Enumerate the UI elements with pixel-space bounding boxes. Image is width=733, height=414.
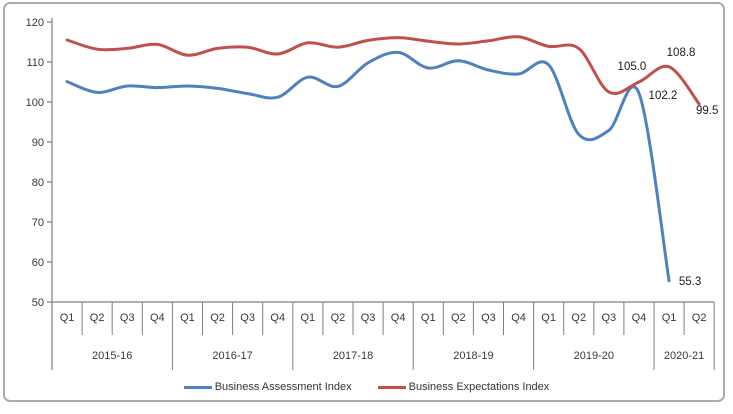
quarter-label: Q1 [421, 312, 436, 324]
legend-line-swatch [183, 385, 212, 389]
y-axis-tick-label: 90 [32, 137, 44, 149]
quarter-label: Q2 [331, 312, 346, 324]
y-axis-tick-label: 60 [32, 257, 44, 269]
quarter-label: Q2 [210, 312, 225, 324]
quarter-label: Q1 [541, 312, 556, 324]
quarter-label: Q4 [391, 312, 406, 324]
data-point-label: 105.0 [618, 61, 647, 73]
legend-label: Business Expectations Index [408, 381, 550, 393]
quarter-label: Q1 [180, 312, 195, 324]
quarter-label: Q4 [511, 312, 526, 324]
legend: Business Assessment Index Business Expect… [0, 381, 733, 393]
chart-frame [3, 2, 725, 402]
quarter-label: Q4 [632, 312, 647, 324]
year-group-label: 2015-16 [92, 350, 132, 362]
y-axis-tick-label: 110 [26, 57, 44, 69]
data-point-label: 108.8 [667, 47, 696, 59]
legend-line-swatch [377, 385, 406, 389]
quarter-label: Q4 [270, 312, 285, 324]
legend-item-business-expectations-index: Business Expectations Index [377, 381, 550, 393]
data-point-label: 55.3 [679, 276, 701, 288]
quarter-label: Q2 [451, 312, 466, 324]
year-group-label: 2018-19 [453, 350, 493, 362]
quarter-label: Q3 [120, 312, 135, 324]
quarter-label: Q1 [301, 312, 316, 324]
year-group-label: 2017-18 [333, 350, 373, 362]
y-axis-tick-label: 70 [32, 217, 44, 229]
quarter-label: Q4 [150, 312, 165, 324]
year-group-label: 2020-21 [664, 350, 704, 362]
quarter-label: Q3 [602, 312, 617, 324]
series-line-business-assessment-index [65, 50, 671, 283]
legend-item-business-assessment-index: Business Assessment Index [183, 381, 352, 393]
quarter-label: Q3 [361, 312, 376, 324]
quarter-label: Q1 [60, 312, 75, 324]
quarter-label: Q2 [692, 312, 707, 324]
series-line-business-expectations-index [65, 35, 701, 106]
quarter-label: Q2 [571, 312, 586, 324]
data-point-label: 99.5 [696, 105, 718, 117]
quarter-label: Q1 [662, 312, 677, 324]
legend-label: Business Assessment Index [214, 381, 352, 393]
y-axis-tick-label: 120 [26, 17, 44, 29]
y-axis-tick-label: 50 [32, 297, 44, 309]
quarter-label: Q2 [90, 312, 105, 324]
quarter-label: Q3 [240, 312, 255, 324]
y-axis-tick-label: 100 [26, 97, 44, 109]
quarter-label: Q3 [481, 312, 496, 324]
year-group-label: 2019-20 [574, 350, 614, 362]
data-point-label: 102.2 [649, 90, 678, 102]
year-group-label: 2016-17 [212, 350, 252, 362]
y-axis-tick-label: 80 [32, 177, 44, 189]
